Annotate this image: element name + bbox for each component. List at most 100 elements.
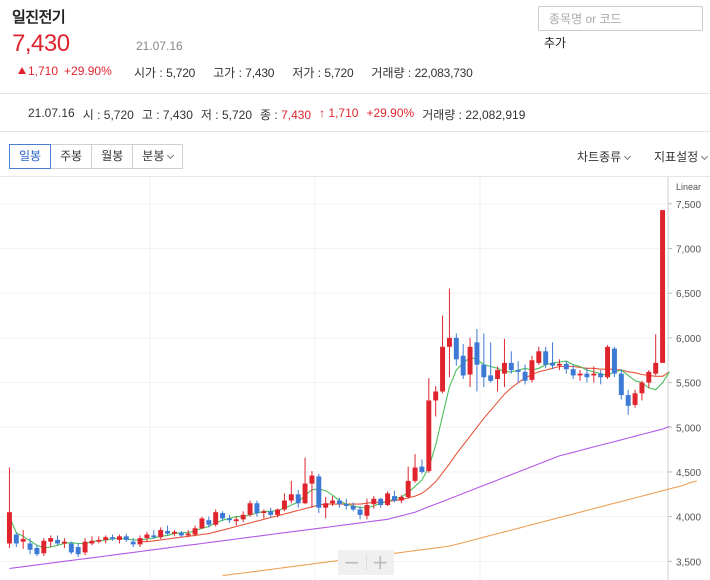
divider	[365, 555, 367, 570]
info-date: 21.07.16	[28, 106, 75, 120]
candlestick-chart[interactable]: Linear 3,500 4,000 4,500 5,000 5,500 6,000 6,5…	[0, 176, 710, 580]
candle-body	[316, 476, 322, 508]
candle-body	[556, 363, 562, 366]
candle-body	[446, 337, 452, 347]
candle-body	[563, 363, 569, 370]
candle-body	[515, 370, 521, 372]
tab-monthly[interactable]: 월봉	[91, 144, 134, 169]
zoom-in-button[interactable]: +	[371, 550, 389, 574]
zoom-controls: − +	[338, 550, 394, 575]
candle-body	[275, 509, 281, 515]
candle-body	[130, 541, 136, 545]
candle-body	[433, 391, 439, 401]
candle-body	[577, 373, 583, 376]
candle-body	[233, 519, 239, 522]
price-change: 1,710 +29.90%	[28, 64, 112, 78]
info-change-percent: +29.90%	[366, 106, 415, 120]
candle-body	[89, 540, 95, 544]
info-low: 저 : 5,720	[200, 108, 252, 122]
candle-body	[467, 346, 473, 375]
info-volume: 거래량 : 22,082,919	[422, 108, 526, 122]
add-button[interactable]: 추가	[544, 36, 567, 50]
candle-body	[103, 537, 109, 540]
candle-body	[288, 494, 294, 501]
candle-body	[570, 369, 576, 376]
divider	[0, 131, 710, 132]
candle-body	[605, 346, 611, 378]
price-stats: 시가 : 5,720 고가 : 7,430 저가 : 5,720 거래량 : 2…	[134, 64, 473, 81]
candle-body	[350, 505, 356, 510]
candle-body	[357, 509, 363, 515]
candle-body	[550, 362, 556, 366]
candle-body	[220, 513, 226, 519]
candle-body	[653, 362, 659, 374]
candle-body	[192, 528, 198, 535]
y-tick-label: 7,000	[676, 245, 701, 256]
current-price: 7,430	[12, 30, 70, 57]
candle-body	[508, 362, 514, 371]
candle-body	[378, 498, 384, 506]
candle-body	[611, 348, 617, 374]
indicator-settings-menu[interactable]: 지표설정	[654, 148, 709, 165]
chart-type-menu[interactable]: 차트종류	[577, 148, 632, 165]
candle-body	[543, 351, 549, 365]
candle-body	[82, 541, 88, 553]
candle-body	[247, 503, 253, 515]
info-high: 고 : 7,430	[141, 108, 193, 122]
candle-body	[61, 541, 67, 544]
candle-body	[398, 496, 404, 501]
candle-body	[48, 538, 54, 542]
stat-volume: 거래량 : 22,083,730	[371, 66, 473, 80]
candle-body	[281, 500, 287, 510]
tab-weekly[interactable]: 주봉	[50, 144, 93, 169]
candle-body	[75, 547, 81, 555]
stock-name: 일진전기	[12, 8, 66, 26]
info-open: 시 : 5,720	[82, 108, 134, 122]
y-tick-label: 7,500	[676, 200, 701, 211]
chevron-down-icon	[167, 151, 175, 160]
y-tick-label: 6,000	[676, 334, 701, 345]
candle-body	[96, 539, 102, 542]
candle-body	[151, 535, 157, 538]
candle-body	[123, 536, 129, 540]
candle-body	[137, 538, 143, 545]
stat-low: 저가 : 5,720	[292, 66, 354, 80]
candle-body	[371, 498, 377, 505]
zoom-out-button[interactable]: −	[343, 550, 361, 574]
candle-body	[302, 483, 308, 504]
change-percent: +29.90%	[64, 64, 112, 78]
chevron-down-icon	[701, 152, 709, 161]
candle-body	[639, 382, 645, 394]
divider	[0, 93, 710, 94]
candle-body	[474, 342, 480, 365]
candle-body	[536, 351, 542, 363]
stock-search-input[interactable]	[538, 6, 703, 31]
period-tabs: 일봉 주봉 월봉 분봉	[9, 144, 184, 169]
chart-canvas[interactable]: Linear 3,500 4,000 4,500 5,000 5,500 6,000 6,5…	[0, 177, 710, 580]
candle-body	[261, 511, 267, 514]
tab-minute[interactable]: 분봉	[132, 144, 184, 169]
candle-body	[55, 539, 61, 544]
candle-body	[144, 534, 150, 539]
candle-body	[481, 364, 487, 378]
candle-body	[13, 534, 19, 544]
candle-body	[336, 500, 342, 505]
candle-body	[598, 373, 604, 378]
ma60-line	[9, 425, 670, 570]
candle-body	[6, 512, 12, 544]
price-date: 21.07.16	[136, 39, 183, 53]
candle-body	[213, 512, 219, 525]
candle-body	[178, 532, 184, 536]
ma120-line	[222, 480, 698, 577]
candle-body	[295, 494, 301, 504]
candle-body	[660, 210, 666, 363]
candle-body	[343, 504, 349, 506]
candle-body	[522, 371, 528, 381]
tab-daily[interactable]: 일봉	[9, 144, 52, 169]
y-tick-label: 4,000	[676, 513, 701, 524]
candle-body	[330, 500, 336, 504]
candle-body	[364, 505, 370, 516]
candle-body	[488, 375, 494, 381]
candle-body	[110, 537, 116, 539]
info-row: 21.07.16 시 : 5,720 고 : 7,430 저 : 5,720 종…	[28, 106, 525, 123]
